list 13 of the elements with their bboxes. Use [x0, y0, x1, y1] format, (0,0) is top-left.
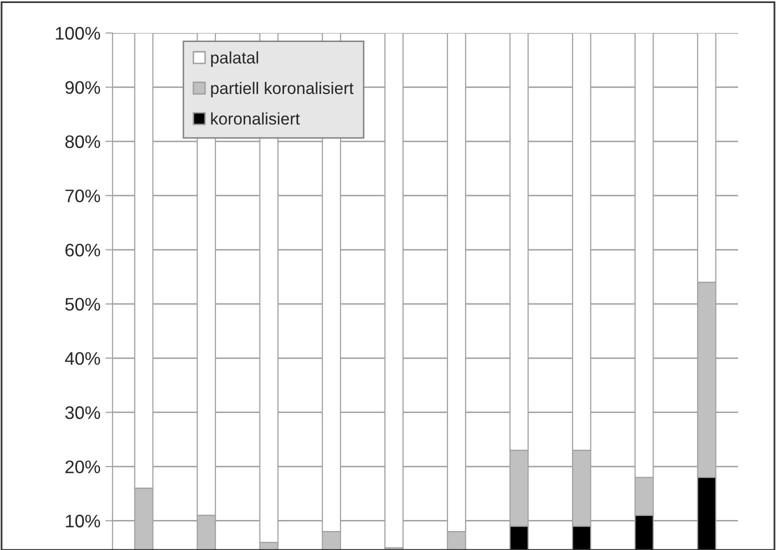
- y-tick-label: 100%: [56, 26, 100, 40]
- y-tick-label: 70%: [66, 190, 100, 202]
- y-tick-label: 10%: [66, 514, 100, 528]
- y-tick-label: 90%: [65, 81, 100, 94]
- y-tick-label: 60%: [65, 244, 100, 256]
- legend-label: partiell koronalisiert: [211, 82, 354, 98]
- y-tick-label: 80%: [65, 135, 100, 148]
- y-tick-label: 20%: [65, 460, 100, 474]
- legend-label: palatal: [211, 51, 258, 67]
- y-tick-label: 40%: [64, 352, 100, 365]
- legend-label: koronalisiert: [211, 112, 300, 125]
- y-tick-label: 50%: [65, 298, 100, 311]
- y-tick-label: 30%: [65, 406, 100, 420]
